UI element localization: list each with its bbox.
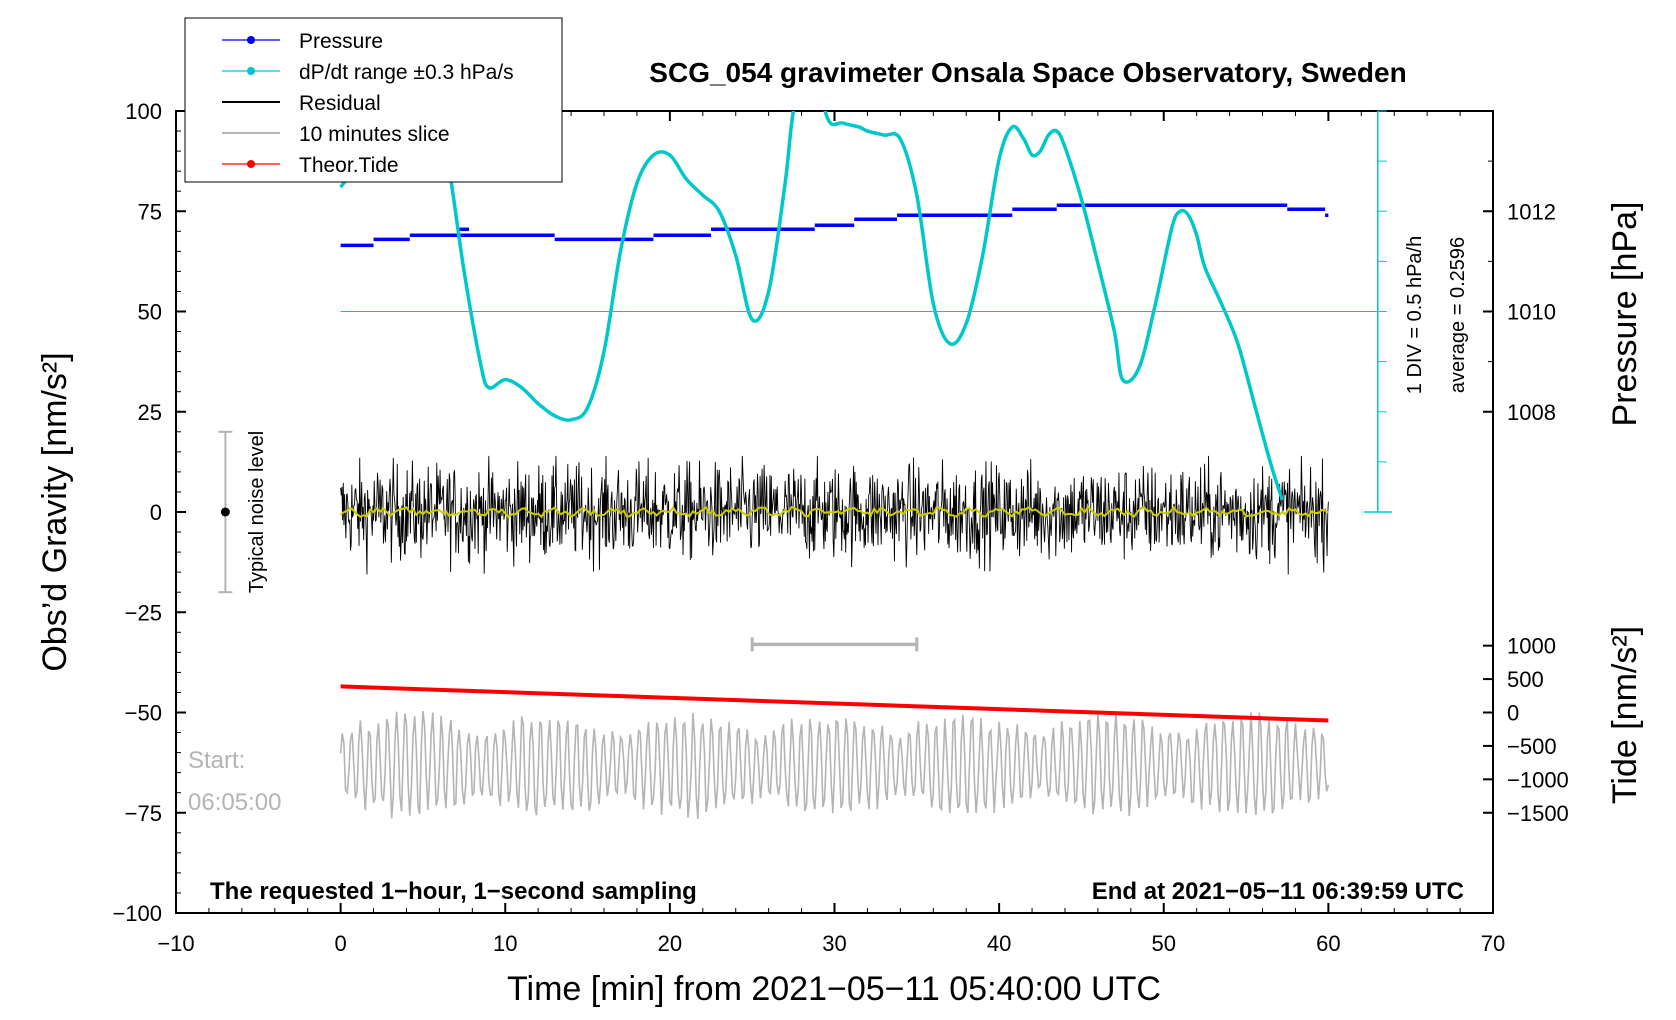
tide-series bbox=[340, 684, 1329, 723]
legend-box bbox=[184, 17, 563, 183]
start-label: Start: bbox=[188, 747, 245, 774]
y-left-tick-label: 0 bbox=[150, 500, 162, 525]
pressure-series bbox=[340, 203, 1329, 248]
dpdt-series bbox=[339, 111, 1284, 501]
y-left-tick-label: 75 bbox=[138, 199, 162, 224]
average-label: average = 0.2596 bbox=[1447, 237, 1469, 393]
tide-tick-label: 0 bbox=[1507, 701, 1519, 726]
residual-smoothed-line bbox=[340, 505, 1329, 519]
pressure-tick-labels: 1008 1010 1012 bbox=[1507, 199, 1556, 425]
y-left-tick-label: −100 bbox=[112, 901, 162, 926]
noise-level-label: Typical noise level bbox=[246, 431, 268, 593]
slice-bracket bbox=[750, 637, 919, 652]
legend-pressure-marker bbox=[247, 36, 255, 44]
x-tick-label: 10 bbox=[493, 931, 517, 956]
tide-tick-labels: −1500 −1000 −500 0 500 1000 bbox=[1507, 634, 1569, 826]
y-left-tick-label: −50 bbox=[125, 701, 162, 726]
x-tick-label: 60 bbox=[1316, 931, 1340, 956]
y-left-tick-labels: −100 −75 −50 −25 0 25 50 75 100 bbox=[112, 99, 162, 926]
tide-tick-label: −500 bbox=[1507, 734, 1557, 759]
y-axis-title-tide: Tide [nm/s²] bbox=[1606, 626, 1644, 804]
legend-residual-label: Residual bbox=[299, 92, 381, 115]
y-axis-title-pressure: Pressure [hPa] bbox=[1606, 202, 1644, 427]
noise-center-dot bbox=[220, 507, 230, 517]
y-left-tick-label: −75 bbox=[125, 801, 162, 826]
start-time: 06:05:00 bbox=[188, 789, 281, 816]
x-tick-label: 20 bbox=[658, 931, 682, 956]
pressure-tick-label: 1012 bbox=[1507, 199, 1556, 224]
x-tick-label: 40 bbox=[987, 931, 1011, 956]
slice-line bbox=[339, 711, 1330, 820]
legend-tide-label: Theor.Tide bbox=[299, 154, 399, 177]
x-tick-label: 0 bbox=[335, 931, 347, 956]
x-tick-label: 50 bbox=[1152, 931, 1176, 956]
tide-tick-label: −1500 bbox=[1507, 801, 1569, 826]
chart-title: SCG_054 gravimeter Onsala Space Observat… bbox=[649, 57, 1406, 88]
slice-series bbox=[339, 711, 1330, 820]
pressure-tick-label: 1008 bbox=[1507, 400, 1556, 425]
y-left-tick-label: 100 bbox=[125, 99, 162, 124]
residual-series bbox=[340, 455, 1329, 575]
x-tick-label: 70 bbox=[1481, 931, 1505, 956]
y-axis-title-left: Obs’d Gravity [nm/s²] bbox=[36, 352, 74, 671]
x-tick-labels: −10 0 10 20 30 40 50 60 70 bbox=[157, 931, 1505, 956]
y-left-tick-label: 50 bbox=[138, 300, 162, 325]
pressure-tick-label: 1010 bbox=[1507, 300, 1556, 325]
dpdt-line bbox=[339, 111, 1284, 501]
noise-level-indicator bbox=[218, 430, 233, 594]
legend-tide-marker bbox=[247, 160, 255, 168]
tide-tick-label: 1000 bbox=[1507, 634, 1556, 659]
legend-dpdt-marker bbox=[247, 67, 255, 75]
footer-right: End at 2021−05−11 06:39:59 UTC bbox=[1092, 878, 1464, 905]
residual-line bbox=[340, 455, 1329, 575]
legend-dpdt-label: dP/dt range ±0.3 hPa/s bbox=[299, 61, 514, 84]
x-tick-label: 30 bbox=[822, 931, 846, 956]
tide-tick-label: −1000 bbox=[1507, 767, 1569, 792]
x-tick-label: −10 bbox=[157, 931, 194, 956]
footer-left: The requested 1−hour, 1−second sampling bbox=[210, 878, 697, 905]
y-left-tick-label: 25 bbox=[138, 400, 162, 425]
x-axis-title: Time [min] from 2021−05−11 05:40:00 UTC bbox=[507, 970, 1161, 1008]
legend: Pressure dP/dt range ±0.3 hPa/s Residual… bbox=[184, 17, 563, 183]
tide-tick-label: 500 bbox=[1507, 667, 1544, 692]
tide-line bbox=[340, 684, 1329, 723]
dpdt-scale-label: 1 DIV = 0.5 hPa/h bbox=[1404, 236, 1426, 394]
y-left-tick-label: −25 bbox=[125, 600, 162, 625]
legend-slice-label: 10 minutes slice bbox=[299, 123, 450, 146]
legend-pressure-label: Pressure bbox=[299, 30, 383, 53]
